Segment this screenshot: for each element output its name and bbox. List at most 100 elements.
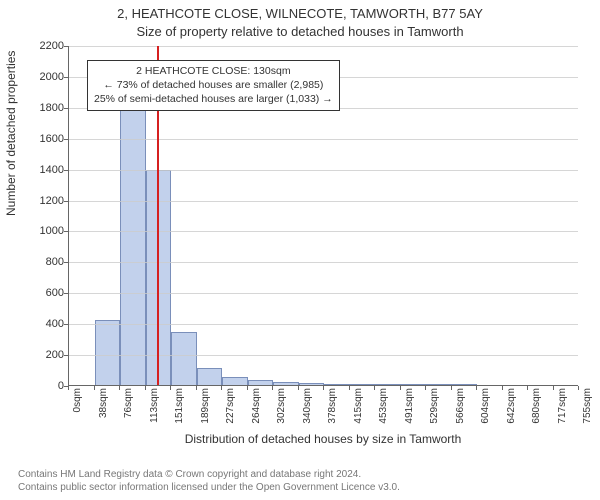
y-tick (64, 201, 68, 202)
y-tick-label: 1600 (24, 133, 64, 145)
y-axis-label: Number of detached properties (4, 51, 18, 216)
chart-title-line1: 2, HEATHCOTE CLOSE, WILNECOTE, TAMWORTH,… (0, 6, 600, 21)
x-tick (553, 386, 554, 390)
x-tick-label: 755sqm (582, 388, 593, 428)
gridline (69, 231, 578, 232)
y-tick-label: 1800 (24, 102, 64, 114)
y-tick (64, 324, 68, 325)
y-tick-label: 800 (24, 256, 64, 268)
footer-line1: Contains HM Land Registry data © Crown c… (18, 468, 592, 481)
x-tick (374, 386, 375, 390)
x-tick-label: 264sqm (251, 388, 262, 428)
chart-title-line2: Size of property relative to detached ho… (0, 24, 600, 39)
gridline (69, 324, 578, 325)
y-tick (64, 139, 68, 140)
y-tick (64, 231, 68, 232)
x-tick-label: 38sqm (98, 388, 109, 428)
x-tick (527, 386, 528, 390)
x-tick (272, 386, 273, 390)
annotation-line3: 25% of semi-detached houses are larger (… (94, 92, 333, 106)
x-tick-label: 113sqm (149, 388, 160, 428)
x-tick (425, 386, 426, 390)
x-tick (578, 386, 579, 390)
plot-area: 2 HEATHCOTE CLOSE: 130sqm ← 73% of detac… (68, 46, 578, 386)
x-axis-label: Distribution of detached houses by size … (68, 432, 578, 446)
x-tick (221, 386, 222, 390)
x-tick-label: 227sqm (225, 388, 236, 428)
histogram-bar (426, 384, 452, 385)
x-tick-label: 151sqm (174, 388, 185, 428)
gridline (69, 355, 578, 356)
x-tick (170, 386, 171, 390)
y-tick-label: 0 (24, 380, 64, 392)
x-tick-label: 378sqm (327, 388, 338, 428)
x-tick (119, 386, 120, 390)
x-tick-label: 453sqm (378, 388, 389, 428)
histogram-bar (401, 384, 427, 385)
x-tick-label: 566sqm (455, 388, 466, 428)
histogram-bar (120, 104, 146, 385)
gridline (69, 262, 578, 263)
gridline (69, 170, 578, 171)
x-tick (247, 386, 248, 390)
y-tick-label: 1400 (24, 164, 64, 176)
x-tick (502, 386, 503, 390)
histogram-bar (452, 384, 478, 385)
x-tick-label: 604sqm (480, 388, 491, 428)
y-tick-label: 600 (24, 287, 64, 299)
x-tick-label: 0sqm (72, 388, 83, 428)
x-tick (323, 386, 324, 390)
y-tick (64, 170, 68, 171)
x-tick-label: 340sqm (302, 388, 313, 428)
histogram-bar (248, 380, 274, 385)
annotation-line1: 2 HEATHCOTE CLOSE: 130sqm (94, 64, 333, 78)
y-tick (64, 262, 68, 263)
x-tick (400, 386, 401, 390)
histogram-bar (95, 320, 121, 385)
gridline (69, 139, 578, 140)
x-tick (298, 386, 299, 390)
x-tick (145, 386, 146, 390)
y-tick (64, 46, 68, 47)
x-tick (476, 386, 477, 390)
y-tick-label: 2000 (24, 71, 64, 83)
x-tick-label: 680sqm (531, 388, 542, 428)
x-tick-label: 415sqm (353, 388, 364, 428)
histogram-bar (197, 368, 223, 385)
x-tick (94, 386, 95, 390)
histogram-bar (222, 377, 248, 385)
footer-line2: Contains public sector information licen… (18, 481, 592, 494)
footer-attribution: Contains HM Land Registry data © Crown c… (18, 468, 592, 494)
y-tick (64, 355, 68, 356)
y-tick (64, 77, 68, 78)
y-tick-label: 2200 (24, 40, 64, 52)
y-tick-label: 400 (24, 318, 64, 330)
x-tick (451, 386, 452, 390)
x-tick (196, 386, 197, 390)
x-tick-label: 717sqm (557, 388, 568, 428)
histogram-bar (350, 384, 376, 385)
x-tick-label: 302sqm (276, 388, 287, 428)
y-tick-label: 200 (24, 349, 64, 361)
x-tick (349, 386, 350, 390)
gridline (69, 293, 578, 294)
annotation-box: 2 HEATHCOTE CLOSE: 130sqm ← 73% of detac… (87, 60, 340, 111)
histogram-bar (299, 383, 325, 385)
x-tick-label: 189sqm (200, 388, 211, 428)
y-tick (64, 108, 68, 109)
histogram-bar (171, 332, 197, 385)
y-tick-label: 1200 (24, 195, 64, 207)
histogram-bar (324, 384, 350, 385)
histogram-bar (273, 382, 299, 385)
x-tick (68, 386, 69, 390)
gridline (69, 46, 578, 47)
x-tick-label: 642sqm (506, 388, 517, 428)
x-tick-label: 76sqm (123, 388, 134, 428)
histogram-bar (375, 384, 401, 385)
y-tick-label: 1000 (24, 225, 64, 237)
annotation-line2: ← 73% of detached houses are smaller (2,… (94, 78, 333, 92)
chart-container: 2, HEATHCOTE CLOSE, WILNECOTE, TAMWORTH,… (0, 0, 600, 500)
x-tick-label: 529sqm (429, 388, 440, 428)
x-tick-label: 491sqm (404, 388, 415, 428)
y-tick (64, 293, 68, 294)
